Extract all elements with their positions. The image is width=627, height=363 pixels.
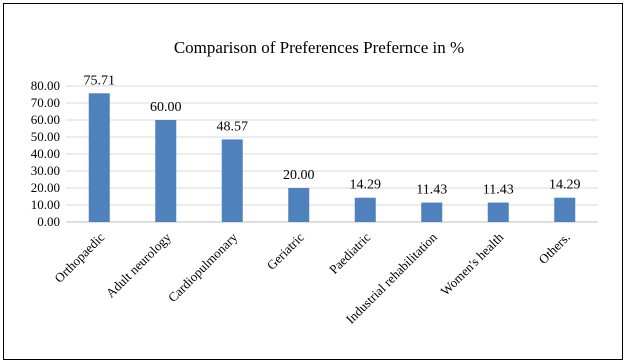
y-tick-label: 30.00 [31, 163, 60, 178]
y-tick-label: 40.00 [31, 146, 60, 161]
data-label: 11.43 [416, 183, 447, 198]
data-label: 11.43 [483, 183, 514, 198]
y-axis: 0.00 10.00 20.00 30.00 40.00 50.00 60.00 70.00 8… [31, 78, 60, 229]
y-tick-label: 60.00 [31, 112, 60, 127]
data-label: 14.29 [350, 178, 382, 193]
data-label: 14.29 [549, 178, 581, 193]
bar [421, 202, 443, 222]
data-label: 48.57 [217, 119, 249, 134]
y-tick-label: 10.00 [31, 197, 60, 212]
data-labels: 75.71 60.00 48.57 20.00 14.29 11.43 11.43 14.29 [84, 73, 581, 197]
bar [88, 93, 110, 222]
bars [88, 93, 576, 222]
bar [155, 120, 177, 222]
bar [288, 188, 310, 222]
data-label: 75.71 [84, 73, 116, 88]
y-tick-label: 0.00 [37, 214, 60, 229]
bar [554, 197, 576, 222]
y-tick-label: 80.00 [31, 78, 60, 93]
data-label: 60.00 [150, 100, 182, 115]
y-tick-label: 20.00 [31, 180, 60, 195]
data-label: 20.00 [283, 168, 315, 183]
y-tick-label: 50.00 [31, 129, 60, 144]
bar [354, 197, 376, 222]
y-tick-label: 70.00 [31, 95, 60, 110]
gridlines [66, 85, 598, 223]
chart-title: Comparison of Preferences Prefernce in % [174, 38, 464, 57]
bar [487, 202, 509, 222]
bar [221, 139, 243, 222]
